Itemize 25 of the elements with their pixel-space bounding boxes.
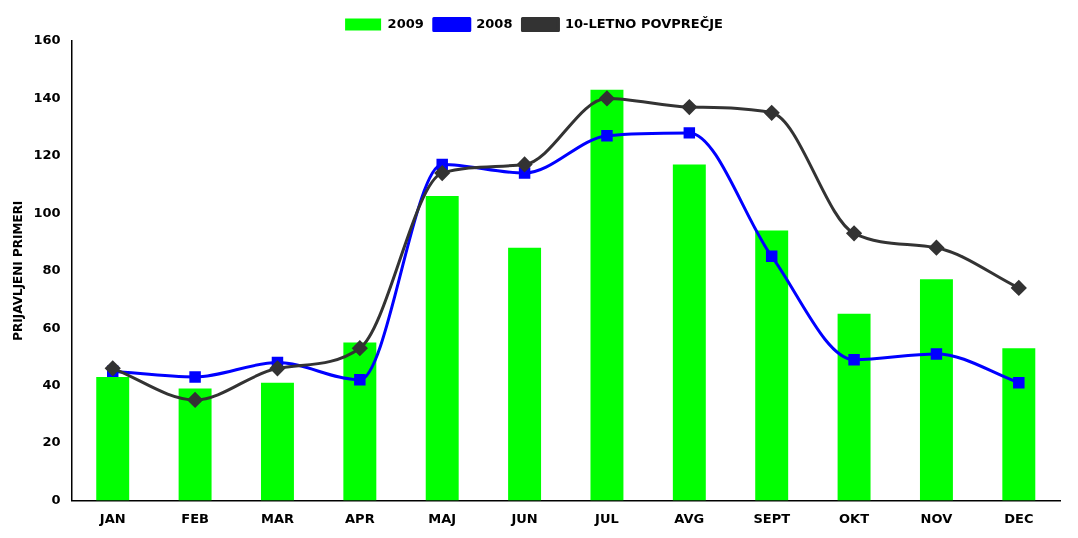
x-tick-label: MAJ [428, 510, 457, 526]
y-tick-label: 60 [42, 319, 61, 335]
legend-label: 2008 [476, 15, 513, 31]
y-tick-label: 100 [33, 204, 61, 220]
y-tick-label: 0 [51, 491, 61, 507]
x-tick-label: FEB [181, 510, 209, 526]
y-tick-label: 140 [33, 89, 61, 105]
y-tick-label: 160 [33, 32, 61, 48]
x-tick-label: DEC [1004, 510, 1034, 526]
x-tick-label: JAN [98, 510, 126, 526]
y-axis-title: PRIJAVLJENI PRIMERI [11, 200, 26, 341]
x-tick-label: AVG [674, 510, 705, 526]
x-tick-label: SEPT [753, 510, 791, 526]
x-tick-label: NOV [920, 510, 953, 526]
x-tick-label: JUN [510, 510, 538, 526]
y-tick-label: 40 [42, 376, 61, 392]
x-tick-label: OKT [839, 510, 870, 526]
x-tick-label: JUL [594, 510, 619, 526]
x-tick-label: APR [345, 510, 375, 526]
y-tick-label: 80 [42, 262, 61, 278]
y-tick-label: 20 [42, 434, 61, 450]
legend-label: 10-LETNO POVPREČJE [564, 15, 723, 31]
x-tick-label: MAR [260, 510, 294, 526]
y-tick-label: 120 [33, 147, 61, 163]
legend-label: 2009 [387, 15, 424, 31]
